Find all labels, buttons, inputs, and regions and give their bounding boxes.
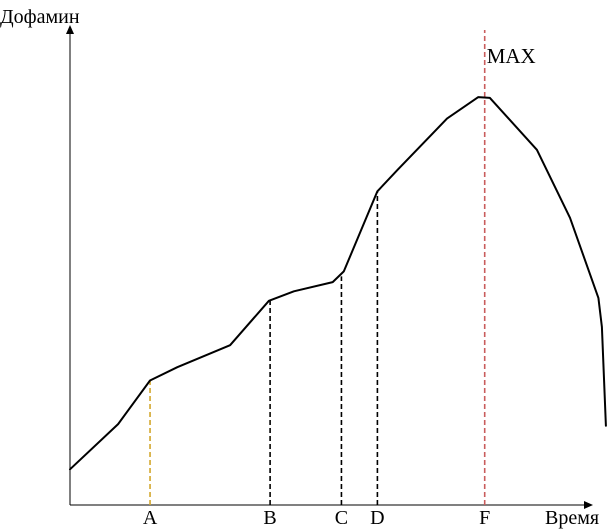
x-axis-label: Время <box>545 507 599 529</box>
marker-label-d: D <box>370 507 384 529</box>
marker-label-a: A <box>143 507 158 529</box>
marker-label-f: F <box>479 507 490 529</box>
max-label: MAX <box>487 44 536 68</box>
marker-label-c: C <box>335 507 348 529</box>
marker-label-b: B <box>263 507 276 529</box>
y-axis-label: Дофамин <box>0 6 80 28</box>
dopamine-curve <box>69 96 607 471</box>
axes <box>66 25 593 509</box>
